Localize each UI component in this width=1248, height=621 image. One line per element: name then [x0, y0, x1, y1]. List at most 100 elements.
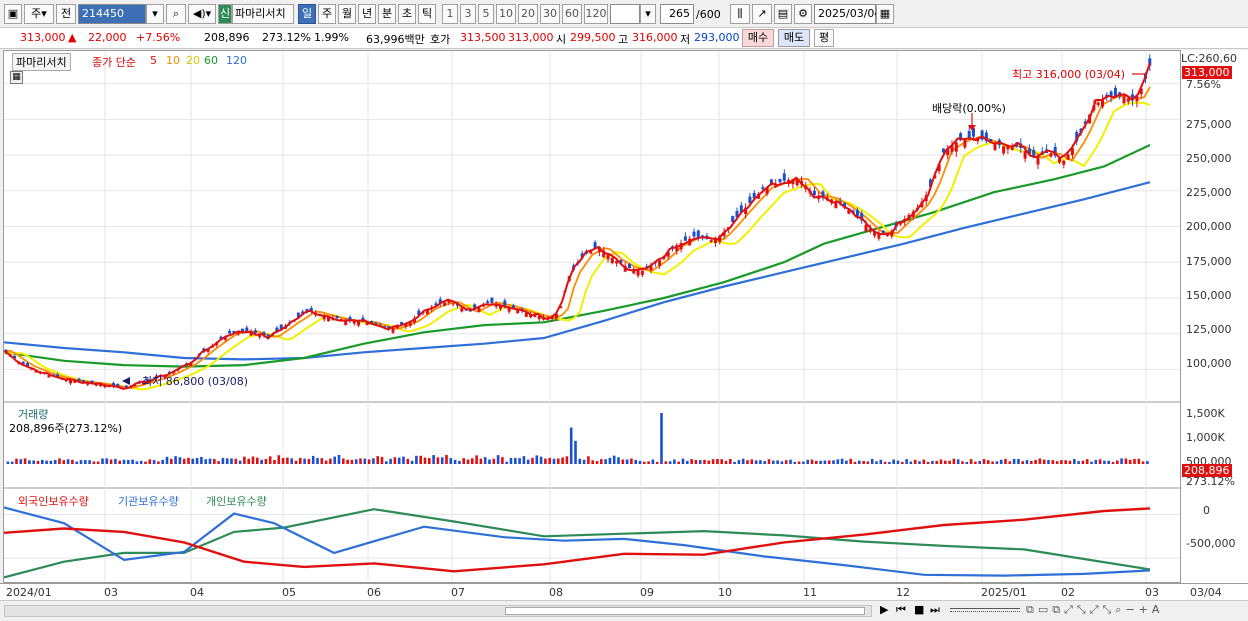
- minute-1[interactable]: 1: [442, 4, 458, 24]
- volume-bar: [1068, 460, 1072, 464]
- candle-body: [524, 312, 528, 317]
- candle-body: [984, 132, 988, 142]
- bid-label: 호가: [430, 33, 451, 46]
- candle-body: [675, 245, 679, 252]
- tab-tick[interactable]: 틱: [418, 4, 436, 24]
- gear-icon[interactable]: ⚙: [794, 4, 812, 24]
- candle-body: [417, 310, 421, 316]
- minute-30[interactable]: 30: [540, 4, 560, 24]
- candle-body: [228, 330, 232, 334]
- volume-bar: [1021, 461, 1024, 464]
- ma60-line: [3, 144, 1151, 368]
- volume-bar: [763, 461, 766, 464]
- minute-3[interactable]: 3: [460, 4, 476, 24]
- volume-bar: [195, 457, 199, 464]
- lc-label: LC:260,60: [1181, 52, 1238, 65]
- candle-icon[interactable]: ⫼: [730, 4, 750, 24]
- volume-bar: [152, 460, 156, 464]
- stop-icon[interactable]: ■: [914, 603, 925, 616]
- volume-bar: [1081, 460, 1085, 464]
- volume-bar: [45, 460, 48, 464]
- candle-body: [769, 179, 773, 186]
- y-axis: LC:260,60 313,000 7.56% 275,000 250,000 …: [1181, 50, 1248, 583]
- volume-ratio: 273.12%: [262, 31, 311, 44]
- candle-body: [69, 380, 72, 384]
- tool-icons[interactable]: ⧉▭⧉⤢⤡⤢⤡⌕−+A: [1026, 603, 1164, 616]
- zoom-slider[interactable]: [950, 608, 1020, 612]
- candle-body: [47, 375, 51, 378]
- hold-ytick: 0: [1203, 504, 1210, 517]
- candle-body: [739, 205, 743, 213]
- candle-body: [860, 213, 864, 221]
- volume-bar: [956, 459, 960, 464]
- candle-body: [580, 253, 584, 258]
- volume-bar: [729, 459, 732, 464]
- tab-month[interactable]: 월: [338, 4, 356, 24]
- trade-amount: 63,996백만: [366, 33, 425, 46]
- volume-bar: [406, 458, 410, 464]
- volume-bar: [174, 456, 177, 464]
- volume-bar: [681, 458, 685, 464]
- minute-5[interactable]: 5: [478, 4, 494, 24]
- rewind-icon[interactable]: ⏮: [896, 603, 906, 616]
- volume-bar: [221, 458, 225, 464]
- candle-body: [387, 326, 391, 330]
- scroll-thumb[interactable]: [505, 607, 865, 615]
- price-panel-name[interactable]: 파마리서치: [12, 53, 71, 71]
- last-price-tag: 313,000: [1182, 66, 1232, 79]
- stock-code-input[interactable]: 214450: [78, 4, 146, 24]
- trend-icon[interactable]: ↗: [752, 4, 772, 24]
- volume-bar: [901, 461, 904, 464]
- xtick: 03: [104, 586, 118, 599]
- volume-bar: [88, 460, 91, 464]
- buy-button[interactable]: 매수: [742, 29, 774, 47]
- minute-60[interactable]: 60: [562, 4, 582, 24]
- candle-body: [26, 363, 29, 367]
- eval-button[interactable]: 평: [814, 29, 834, 47]
- volume-bar: [557, 458, 560, 464]
- volume-bar: [251, 456, 255, 464]
- volume-bar: [858, 460, 861, 464]
- minute-10[interactable]: 10: [496, 4, 516, 24]
- minute-120[interactable]: 120: [584, 4, 608, 24]
- volume-bar: [1111, 461, 1115, 464]
- type-button[interactable]: 전: [56, 4, 76, 24]
- tab-second[interactable]: 초: [398, 4, 416, 24]
- minute-20[interactable]: 20: [518, 4, 538, 24]
- search-icon[interactable]: ⌕: [166, 4, 186, 24]
- window-icon[interactable]: ▣: [4, 4, 22, 24]
- chart-area[interactable]: 파마리서치 종가 단순 5 10 20 60 120 ▦ 최고 316,000 …: [3, 50, 1241, 583]
- speaker-icon[interactable]: ◀)▾: [188, 4, 216, 24]
- tab-year[interactable]: 년: [358, 4, 376, 24]
- fast-forward-icon[interactable]: ⏭: [930, 603, 940, 616]
- sell-button[interactable]: 매도: [778, 29, 810, 47]
- chevron-down-icon[interactable]: ▾: [640, 4, 656, 24]
- volume-bar: [118, 460, 121, 464]
- volume-bar: [458, 460, 461, 464]
- save-icon[interactable]: ▤: [774, 4, 792, 24]
- count-input[interactable]: 265: [660, 4, 694, 24]
- tab-week[interactable]: 주: [318, 4, 336, 24]
- volume-bar: [238, 460, 242, 464]
- volume-bar: [797, 461, 801, 464]
- ma60-label: 60: [204, 54, 218, 67]
- candle-body: [714, 239, 717, 244]
- calendar-icon[interactable]: ▦: [876, 4, 894, 24]
- volume-bar: [286, 457, 289, 464]
- volume-bar: [49, 460, 53, 464]
- period-select[interactable]: 주▾: [24, 4, 54, 24]
- date-input[interactable]: 2025/03/04: [814, 4, 881, 24]
- series-institution-label: 기관보유수량: [118, 495, 179, 508]
- tab-minute[interactable]: 분: [378, 4, 396, 24]
- volume-bar: [191, 458, 195, 464]
- volume-bar: [707, 460, 711, 464]
- volume-bar: [673, 459, 676, 464]
- volume-bar: [19, 459, 23, 464]
- custom-interval-input[interactable]: [610, 4, 640, 24]
- scroll-right-icon[interactable]: ▶: [880, 603, 889, 616]
- grid-icon[interactable]: ▦: [10, 71, 23, 84]
- volume-bar: [139, 460, 143, 464]
- tab-day[interactable]: 일: [298, 4, 316, 24]
- horizontal-scrollbar[interactable]: [4, 605, 872, 617]
- chevron-down-icon[interactable]: ▾: [146, 4, 164, 24]
